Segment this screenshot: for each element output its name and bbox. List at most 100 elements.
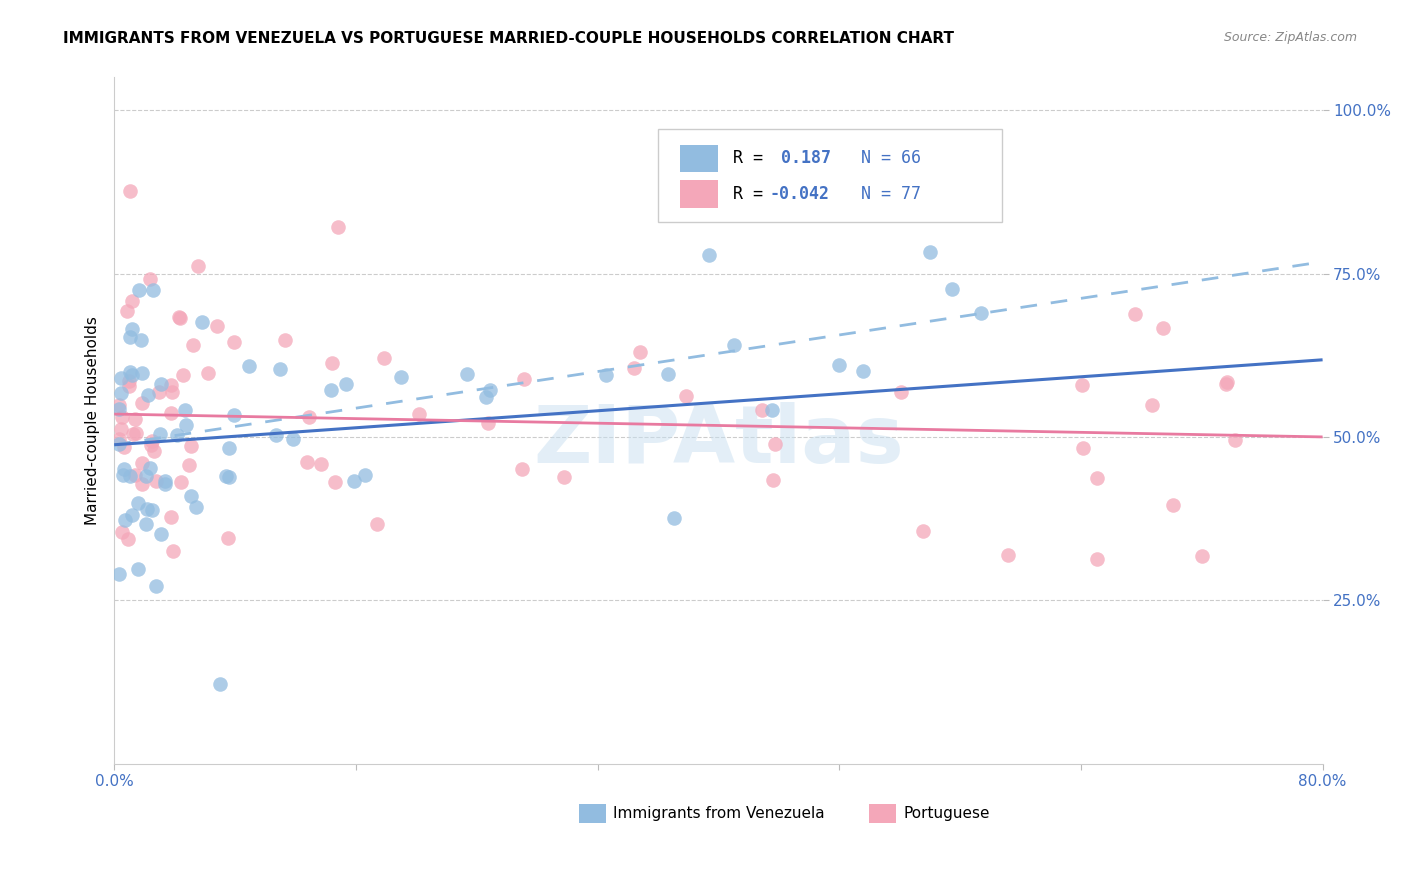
Bar — [579, 805, 606, 823]
Point — [326, 219, 349, 234]
Point — [335, 376, 357, 391]
Point — [553, 470, 575, 484]
Point — [191, 314, 214, 328]
Point — [131, 477, 153, 491]
Point — [107, 437, 129, 451]
Point — [135, 469, 157, 483]
Point — [169, 475, 191, 490]
Text: ZIPAtlas: ZIPAtlas — [533, 402, 904, 480]
Point — [321, 356, 343, 370]
Point — [479, 383, 502, 397]
Text: 0.187: 0.187 — [782, 150, 831, 168]
Text: R =: R = — [733, 186, 773, 203]
Point — [117, 532, 139, 546]
Point — [697, 248, 720, 262]
Point — [354, 468, 377, 483]
Y-axis label: Married-couple Households: Married-couple Households — [86, 316, 100, 525]
Point — [145, 474, 167, 488]
Point — [264, 428, 287, 442]
Point — [941, 282, 963, 296]
Point — [153, 476, 176, 491]
Point — [107, 566, 129, 581]
Point — [477, 416, 499, 430]
Point — [510, 462, 533, 476]
Point — [1161, 498, 1184, 512]
Text: Portuguese: Portuguese — [903, 806, 990, 822]
Point — [139, 272, 162, 286]
Point — [298, 410, 321, 425]
Point — [623, 361, 645, 376]
Point — [274, 333, 297, 347]
Point — [186, 500, 208, 514]
Point — [456, 367, 478, 381]
Point — [150, 526, 173, 541]
Text: Source: ZipAtlas.com: Source: ZipAtlas.com — [1223, 31, 1357, 45]
FancyBboxPatch shape — [658, 129, 1002, 221]
Point — [751, 403, 773, 417]
Point — [174, 418, 197, 433]
Point — [112, 440, 135, 454]
Point — [1073, 442, 1095, 456]
Point — [136, 388, 159, 402]
Point — [143, 443, 166, 458]
Point — [389, 369, 412, 384]
Point — [120, 330, 142, 344]
Point — [121, 368, 143, 383]
Point — [1191, 549, 1213, 564]
Text: IMMIGRANTS FROM VENEZUELA VS PORTUGUESE MARRIED-COUPLE HOUSEHOLDS CORRELATION CH: IMMIGRANTS FROM VENEZUELA VS PORTUGUESE … — [63, 31, 955, 46]
Point — [1152, 321, 1174, 335]
Point — [111, 524, 134, 539]
Point — [124, 468, 146, 483]
Point — [160, 407, 183, 421]
Point — [675, 389, 697, 403]
Point — [128, 283, 150, 297]
Point — [120, 184, 142, 198]
Point — [153, 474, 176, 488]
Point — [218, 441, 240, 455]
Point — [162, 544, 184, 558]
Bar — [679, 180, 718, 208]
Point — [160, 385, 183, 400]
Point — [148, 384, 170, 399]
Point — [141, 503, 163, 517]
Point — [131, 456, 153, 470]
Point — [763, 437, 786, 451]
Point — [160, 377, 183, 392]
Point — [662, 510, 685, 524]
Point — [761, 403, 783, 417]
Point — [118, 469, 141, 483]
Point — [217, 531, 239, 545]
Point — [208, 676, 231, 690]
Text: Immigrants from Venezuela: Immigrants from Venezuela — [613, 806, 825, 822]
Point — [121, 427, 143, 442]
Point — [323, 475, 346, 490]
Point — [319, 384, 342, 398]
Point — [115, 303, 138, 318]
Point — [218, 469, 240, 483]
Point — [111, 468, 134, 483]
Point — [118, 366, 141, 380]
Point — [169, 311, 191, 326]
Point — [118, 374, 141, 388]
Point — [110, 422, 132, 436]
Point — [107, 402, 129, 417]
Point — [1085, 471, 1108, 485]
Point — [172, 368, 194, 383]
Point — [149, 377, 172, 392]
Point — [408, 407, 430, 421]
Point — [127, 562, 149, 576]
Text: R =: R = — [733, 150, 773, 168]
Point — [127, 496, 149, 510]
Point — [723, 337, 745, 351]
Text: N = 66: N = 66 — [860, 150, 921, 168]
Point — [373, 351, 395, 365]
Point — [160, 510, 183, 524]
Point — [107, 432, 129, 446]
Point — [187, 259, 209, 273]
Point — [180, 439, 202, 453]
Point — [179, 458, 201, 472]
Point — [513, 372, 536, 386]
Point — [295, 455, 318, 469]
Point — [129, 333, 152, 347]
Point — [145, 579, 167, 593]
